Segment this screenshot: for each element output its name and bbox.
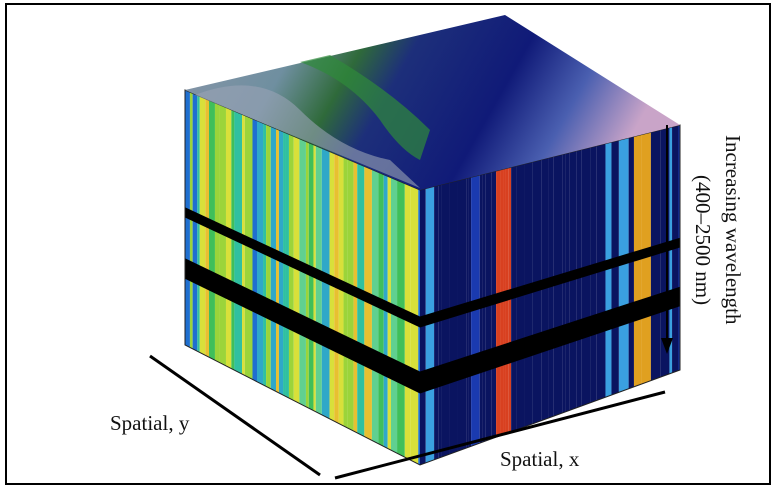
label-range: (400–2500 nm) (691, 175, 715, 305)
page: Spatial, y Spatial, x Increasing wavelen… (0, 0, 778, 489)
label-wavelength: Increasing wavelength (721, 135, 745, 325)
label-spatial-x: Spatial, x (500, 447, 580, 471)
label-spatial-y: Spatial, y (110, 411, 190, 435)
figure: Spatial, y Spatial, x Increasing wavelen… (0, 0, 778, 489)
